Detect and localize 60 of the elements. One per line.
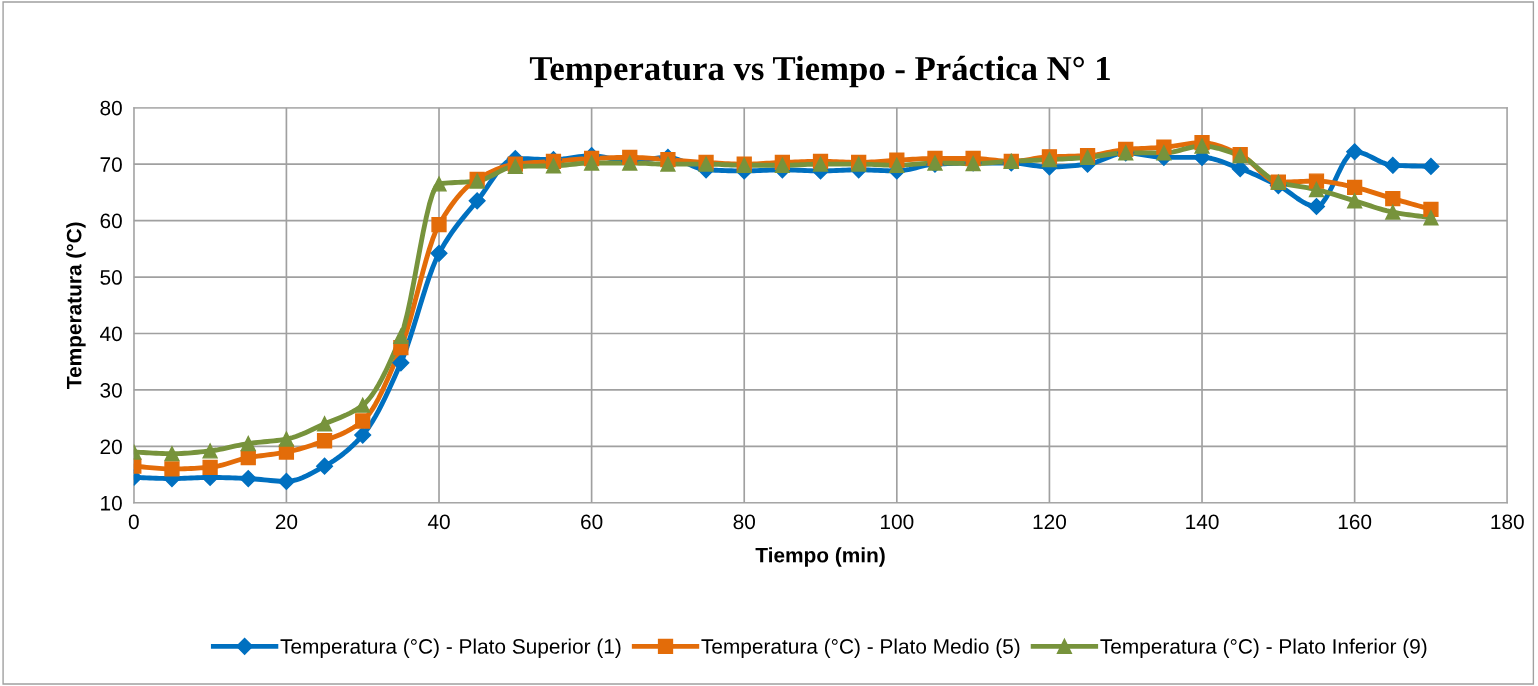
point xyxy=(1423,210,1439,226)
y-tick-label: 30 xyxy=(100,382,122,398)
point xyxy=(164,461,180,477)
point xyxy=(1156,145,1172,161)
x-tick-label: 20 xyxy=(275,514,298,530)
x-tick-label: 140 xyxy=(1186,514,1219,530)
x-tick-label: 160 xyxy=(1338,514,1372,530)
point xyxy=(355,397,371,413)
point xyxy=(1346,179,1363,195)
point xyxy=(240,450,256,466)
point xyxy=(431,176,447,192)
point xyxy=(354,426,372,444)
point xyxy=(316,416,333,432)
point xyxy=(392,354,410,372)
point xyxy=(431,216,447,233)
point xyxy=(202,443,218,459)
x-tick-label: 180 xyxy=(1491,514,1524,530)
y-axis-title: Temperatura (°C) xyxy=(66,222,86,389)
point xyxy=(1308,181,1325,198)
x-tick-label: 60 xyxy=(581,514,603,530)
point xyxy=(355,413,371,429)
x-axis-title: Tiempo (min) xyxy=(755,547,885,567)
point xyxy=(1384,156,1402,174)
point xyxy=(240,435,256,452)
legend-label: Temperatura (°C) - Plato Inferior (9) xyxy=(1100,638,1427,658)
x-tick-label: 40 xyxy=(427,514,450,530)
y-tick-label: 10 xyxy=(101,495,122,511)
point xyxy=(202,459,218,475)
y-tick-label: 70 xyxy=(100,157,122,172)
point xyxy=(660,156,676,172)
legend-label: Temperatura (°C) - Plato Medio (5) xyxy=(701,638,1020,658)
point xyxy=(430,244,448,262)
point xyxy=(1346,143,1364,161)
point xyxy=(545,158,562,174)
point xyxy=(316,433,333,449)
point xyxy=(1422,157,1440,175)
y-tick-label: 20 xyxy=(100,439,122,455)
point xyxy=(239,470,257,488)
x-tick-label: 80 xyxy=(733,514,755,530)
y-tick-label: 60 xyxy=(100,213,122,229)
chart-title: Temperatura vs Tiempo - Práctica N° 1 xyxy=(529,55,1110,88)
point xyxy=(583,155,600,171)
point xyxy=(1307,197,1326,216)
y-tick-label: 40 xyxy=(100,326,122,342)
point xyxy=(164,446,180,462)
point xyxy=(277,472,295,490)
y-tick-label: 80 xyxy=(100,100,122,116)
x-tick-label: 120 xyxy=(1033,514,1066,530)
point xyxy=(1385,204,1401,220)
point xyxy=(468,192,486,210)
point xyxy=(1385,190,1401,207)
legend-label: Temperatura (°C) - Plato Superior (1) xyxy=(280,638,621,658)
point xyxy=(393,328,409,344)
x-tick-label: 100 xyxy=(881,514,914,530)
y-tick-label: 50 xyxy=(100,270,122,285)
x-tick-label: 0 xyxy=(128,514,139,530)
point xyxy=(1346,193,1363,209)
point xyxy=(278,431,295,447)
point xyxy=(316,457,334,475)
point xyxy=(889,157,905,173)
